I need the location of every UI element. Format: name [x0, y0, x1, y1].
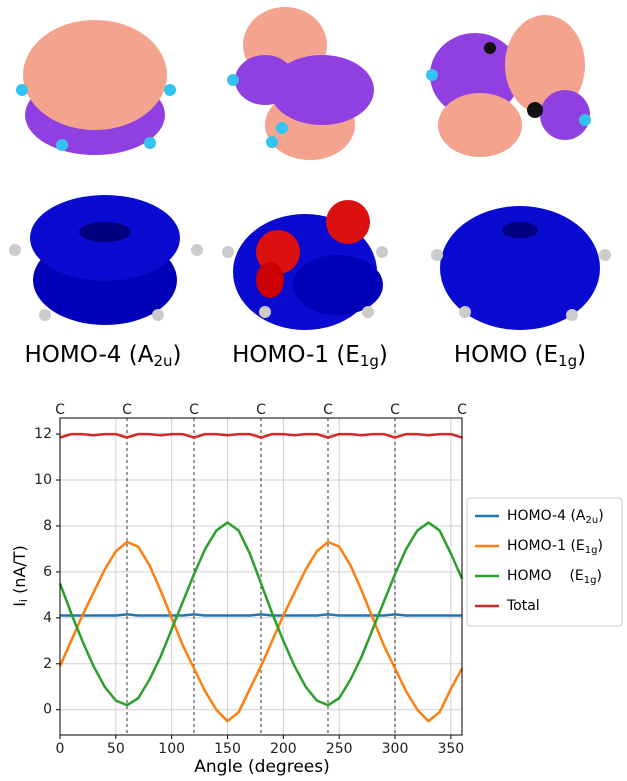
legend-text: HOMO-4 (A — [507, 508, 586, 524]
x-tick-label: 0 — [56, 741, 65, 757]
y-label-text: (nA/T) — [10, 545, 29, 599]
label-text: HOMO (E — [454, 342, 558, 368]
y-tick-label: 8 — [43, 518, 52, 534]
carbon-label: C — [323, 402, 333, 418]
x-tick-label: 50 — [107, 741, 125, 757]
carbon-label: C — [256, 402, 266, 418]
x-tick-label: 100 — [158, 741, 185, 757]
x-tick-label: 150 — [214, 741, 241, 757]
legend-text: 2u — [585, 515, 598, 526]
legend-text: 1g — [584, 575, 597, 586]
y-tick-label: 6 — [43, 564, 52, 580]
legend: HOMO-4 (A2u)HOMO-1 (E1g)HOMO (E1g)Total — [467, 498, 622, 626]
y-tick-label: 2 — [43, 656, 52, 672]
x-tick-label: 250 — [326, 741, 353, 757]
series-line — [60, 434, 462, 437]
label-sub: 1g — [360, 352, 379, 370]
carbon-label: C — [55, 402, 65, 418]
x-axis-label: Angle (degrees) — [194, 757, 329, 777]
y-tick-label: 4 — [43, 610, 52, 626]
legend-text: Total — [506, 598, 540, 614]
legend-text: ) — [597, 538, 602, 554]
y-axis-label: Ii (nA/T) — [10, 545, 31, 607]
figure: HOMO-4 (A2u) HOMO-1 (E1g) HOMO (E1g) Ang… — [0, 0, 627, 777]
y-tick-label: 0 — [43, 702, 52, 718]
series-line — [60, 614, 462, 615]
label-text: ) — [379, 342, 388, 368]
x-tick-label: 200 — [270, 741, 297, 757]
carbon-label: C — [457, 402, 467, 418]
panel-label: HOMO-1 (E1g) — [232, 342, 388, 370]
legend-text: ) — [596, 568, 601, 584]
legend-label: Total — [506, 598, 540, 614]
panel-label: HOMO-4 (A2u) — [25, 342, 182, 370]
x-tick-label: 350 — [437, 741, 464, 757]
label-sub: 2u — [153, 352, 172, 370]
legend-text: HOMO-1 (E — [507, 538, 585, 554]
x-tick-label: 300 — [382, 741, 409, 757]
label-text: ) — [577, 342, 586, 368]
label-text: HOMO-4 (A — [25, 342, 154, 368]
panel-label: HOMO (E1g) — [454, 342, 586, 370]
y-tick-label: 10 — [34, 472, 52, 488]
carbon-label: C — [189, 402, 199, 418]
label-text: HOMO-1 (E — [232, 342, 360, 368]
y-tick-label: 12 — [34, 426, 52, 442]
carbon-label: C — [390, 402, 400, 418]
orbital-images — [9, 7, 611, 330]
legend-text: HOMO (E — [507, 568, 584, 584]
label-text: ) — [173, 342, 182, 368]
carbon-label: C — [122, 402, 132, 418]
legend-text: ) — [598, 508, 603, 524]
legend-text: 1g — [585, 545, 598, 556]
label-sub: 1g — [558, 352, 577, 370]
